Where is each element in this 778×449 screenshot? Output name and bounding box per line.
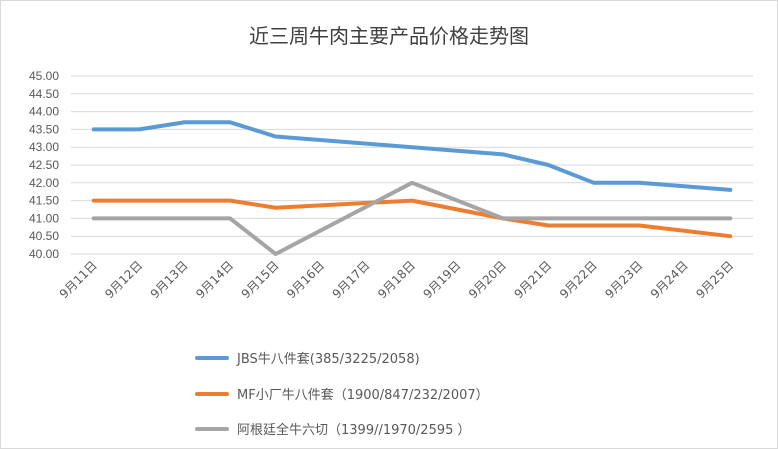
x-tick-label: 9月15日 [239, 258, 282, 301]
legend: JBS牛八件套(385/3225/2058) MF小厂牛八件套（1900/847/… [195, 351, 489, 438]
series-line-3 [91, 180, 733, 256]
x-axis-ticks: 9月11日 9月12日 9月13日 9月14日 9月15日 9月16日 9月17日 9月18日… [57, 258, 737, 301]
legend-label-2: MF小厂牛八件套（1900/847/232/2007） [237, 387, 489, 403]
x-tick-label: 9月17日 [330, 258, 373, 301]
y-tick-label: 44.00 [29, 105, 59, 119]
y-tick-label: 44.50 [29, 87, 59, 101]
series-line-1 [91, 120, 733, 192]
y-tick-label: 45.00 [29, 69, 59, 83]
x-tick-label: 9月21日 [511, 258, 554, 301]
x-tick-label: 9月11日 [57, 258, 100, 301]
x-tick-label: 9月16日 [284, 258, 327, 301]
y-tick-label: 42.00 [29, 176, 59, 190]
series-lines [91, 120, 733, 256]
legend-label-3: 阿根廷全牛六切（1399//1970/2595 ） [237, 422, 471, 438]
y-tick-label: 40.50 [29, 229, 59, 243]
x-tick-label: 9月23日 [602, 258, 645, 301]
x-tick-label: 9月12日 [102, 258, 145, 301]
x-tick-label: 9月13日 [148, 258, 191, 301]
x-tick-label: 9月22日 [557, 258, 600, 301]
x-tick-label: 9月18日 [375, 258, 418, 301]
x-tick-label: 9月14日 [193, 258, 236, 301]
series-line-2 [91, 198, 733, 239]
y-tick-label: 42.50 [29, 158, 59, 172]
x-tick-label: 9月24日 [648, 258, 691, 301]
y-tick-label: 41.00 [29, 211, 59, 225]
chart-title: 近三周牛肉主要产品价格走势图 [249, 24, 529, 48]
y-axis-ticks: 40.00 40.50 41.00 41.50 42.00 42.50 43.00 43.50… [29, 69, 59, 261]
x-tick-label: 9月25日 [693, 258, 736, 301]
legend-label-1: JBS牛八件套(385/3225/2058) [236, 351, 420, 367]
x-tick-label: 9月19日 [421, 258, 464, 301]
y-tick-label: 40.00 [29, 247, 59, 261]
x-tick-label: 9月20日 [466, 258, 509, 301]
y-tick-label: 43.50 [29, 122, 59, 136]
y-tick-label: 43.00 [29, 140, 59, 154]
y-tick-label: 41.50 [29, 194, 59, 208]
